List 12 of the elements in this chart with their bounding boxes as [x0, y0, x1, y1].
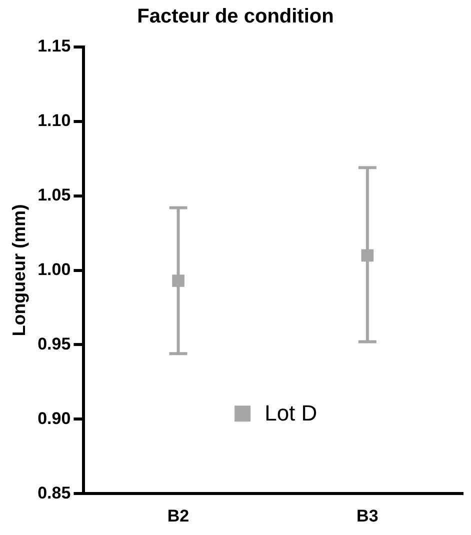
y-axis-title: Longueur (mm): [8, 204, 29, 336]
y-tick-label: 1.05: [38, 186, 71, 205]
legend-label: Lot D: [264, 400, 318, 426]
y-tick-label: 1.00: [38, 260, 71, 279]
chart-title: Facteur de condition: [137, 6, 334, 28]
x-tick-label: B3: [356, 506, 378, 526]
y-tick-label: 0.90: [38, 408, 71, 428]
x-tick-label: B2: [167, 506, 190, 526]
y-tick-label: 0.85: [38, 483, 71, 502]
y-tick-label: 0.95: [38, 334, 71, 354]
y-tick-label: 1.10: [38, 111, 71, 130]
y-tick-label: 1.15: [38, 36, 71, 56]
